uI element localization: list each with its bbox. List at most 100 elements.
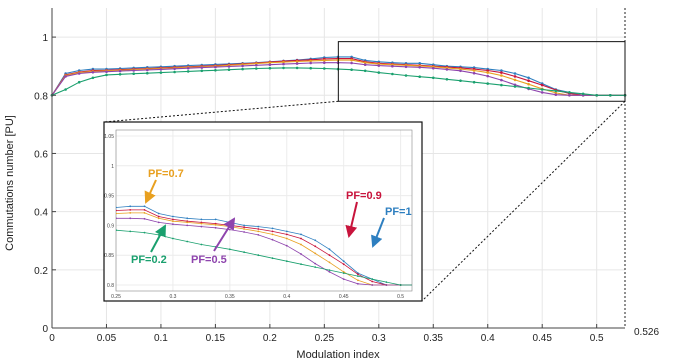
data-point-inset xyxy=(58,216,60,218)
data-point-inset xyxy=(257,234,260,236)
data-point xyxy=(241,64,244,68)
inset-x-tick-label: 0.3 xyxy=(169,294,176,300)
inset-x-tick-label: 0.4 xyxy=(283,294,290,300)
data-point-inset xyxy=(357,282,359,285)
inset-y-tick-label: 0.8 xyxy=(107,283,114,289)
data-point-inset xyxy=(44,223,46,225)
data-point-inset xyxy=(285,260,288,263)
data-point-inset xyxy=(172,220,174,223)
data-point-inset xyxy=(314,245,317,248)
data-point xyxy=(282,66,285,70)
data-point-inset xyxy=(300,233,302,236)
data-point-inset xyxy=(143,209,146,211)
data-point xyxy=(445,78,449,81)
x-tick-label: 0.4 xyxy=(481,333,495,344)
data-point xyxy=(500,78,503,82)
data-point-inset xyxy=(44,229,46,231)
data-point-inset xyxy=(101,210,103,212)
data-point-inset xyxy=(157,215,160,218)
data-point-inset xyxy=(72,214,74,216)
data-point-inset xyxy=(1,225,3,227)
annotation-arrow xyxy=(150,224,166,253)
data-point xyxy=(186,66,190,70)
data-point xyxy=(500,74,503,77)
data-point xyxy=(391,72,394,76)
data-point-inset xyxy=(157,217,160,220)
data-point-inset xyxy=(72,228,74,230)
data-point xyxy=(295,60,299,63)
data-point xyxy=(323,59,326,62)
data-point xyxy=(418,75,422,78)
data-point xyxy=(132,72,135,75)
data-point xyxy=(268,61,272,64)
data-point xyxy=(568,94,571,97)
inset-plot: 0.25 0.3 0.35 0.4 0.45 0.5 0.8 0.85 0.9 0.95 1 1.05 xyxy=(1,121,431,302)
annotation-label: PF=0.9 xyxy=(346,190,382,202)
data-point-inset xyxy=(429,284,431,286)
data-point xyxy=(418,62,422,65)
data-point xyxy=(500,71,503,74)
data-point xyxy=(282,60,285,64)
data-point xyxy=(268,63,272,66)
annotation-label: PF=0.7 xyxy=(148,168,184,180)
data-point-inset xyxy=(228,248,231,251)
annotation-arrow xyxy=(345,201,358,238)
data-point-inset xyxy=(143,212,146,214)
data-point-inset xyxy=(285,237,288,240)
annotation-arrow xyxy=(371,217,385,248)
data-point-inset xyxy=(186,224,189,227)
data-point-inset xyxy=(385,284,388,286)
data-point xyxy=(309,61,313,65)
data-point-inset xyxy=(129,209,132,211)
data-point xyxy=(554,91,558,95)
data-point xyxy=(513,72,517,75)
x-axis-label: Modulation index xyxy=(296,349,380,361)
data-point-inset xyxy=(58,217,60,219)
data-point-inset xyxy=(44,219,46,221)
data-point xyxy=(173,67,176,71)
y-tick-label: 0.8 xyxy=(34,91,48,102)
data-point xyxy=(377,64,381,67)
data-point-inset xyxy=(72,216,74,218)
data-point xyxy=(200,69,204,73)
data-point xyxy=(91,71,95,74)
data-point-inset xyxy=(116,209,117,212)
data-point xyxy=(363,61,367,64)
data-point-inset xyxy=(116,212,117,215)
zoom-connector-right xyxy=(421,100,626,302)
data-point-inset xyxy=(129,212,132,214)
data-point-inset xyxy=(328,271,331,273)
y-tick-label: 1 xyxy=(42,33,48,44)
data-point-inset xyxy=(357,279,359,282)
data-point-inset xyxy=(243,224,246,227)
data-point-inset xyxy=(328,269,331,271)
data-point-inset xyxy=(371,280,374,283)
y-tick-label: 0.2 xyxy=(34,266,48,277)
data-point-inset xyxy=(143,217,146,220)
annotation-label: PF=1 xyxy=(385,206,412,218)
data-point-inset xyxy=(129,205,132,208)
data-point-inset xyxy=(314,262,317,265)
data-point-inset xyxy=(342,272,345,274)
data-point xyxy=(159,71,163,74)
data-point xyxy=(105,73,108,77)
data-point xyxy=(350,61,353,65)
inset-x-tick-label: 0.35 xyxy=(225,294,235,300)
data-point-inset xyxy=(271,233,274,236)
annotation-arrow xyxy=(213,217,236,252)
data-point-inset xyxy=(172,215,174,218)
data-point xyxy=(445,68,449,71)
data-point-inset xyxy=(271,257,274,260)
data-point xyxy=(459,79,462,82)
data-point xyxy=(309,66,313,70)
data-point xyxy=(323,67,326,70)
data-point-inset xyxy=(200,218,203,221)
data-point-inset xyxy=(30,231,32,233)
data-point-inset xyxy=(300,243,302,246)
data-point-inset xyxy=(214,226,217,229)
data-point xyxy=(309,59,313,63)
data-point xyxy=(159,68,163,71)
data-point xyxy=(377,71,381,74)
data-point-inset xyxy=(271,230,274,233)
data-point xyxy=(527,79,530,82)
